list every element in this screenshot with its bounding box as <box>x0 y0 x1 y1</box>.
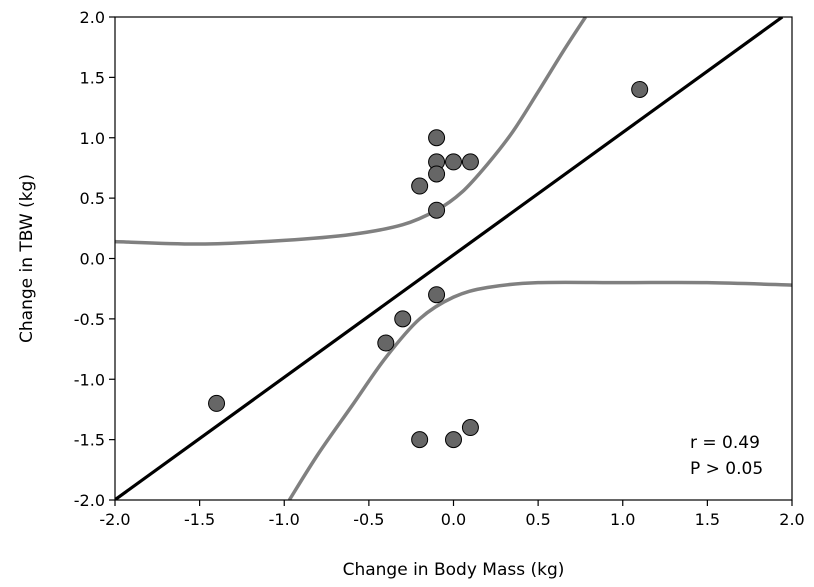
x-tick-label: -1.0 <box>269 510 300 529</box>
regression-line <box>115 17 784 500</box>
data-points-layer <box>208 80 649 449</box>
correlation-annotation: r = 0.49 <box>690 433 760 453</box>
y-tick-label: -1.0 <box>74 370 105 389</box>
data-point <box>461 153 479 171</box>
x-tick-label: -2.0 <box>99 510 130 529</box>
data-point <box>461 419 479 437</box>
data-point <box>445 153 462 171</box>
x-axis-ticks: -2.0 -1.5 -1.0 -0.5 0.0 0.5 1.0 1.5 2.0 <box>99 500 805 529</box>
x-axis-label: Change in Body Mass (kg) <box>343 560 565 580</box>
data-point <box>445 431 462 449</box>
y-tick-label: 0.0 <box>80 250 105 269</box>
y-tick-label: 1.0 <box>80 129 105 148</box>
x-tick-label: -0.5 <box>353 510 384 529</box>
data-point <box>428 201 446 219</box>
data-point <box>428 165 446 183</box>
y-tick-label: -0.5 <box>74 310 105 329</box>
x-tick-label: 1.0 <box>610 510 635 529</box>
data-point <box>411 177 429 195</box>
data-point <box>428 129 446 147</box>
x-tick-label: 0.0 <box>441 510 466 529</box>
y-axis-label: Change in TBW (kg) <box>17 174 37 343</box>
data-point <box>428 286 446 304</box>
data-point <box>377 334 395 352</box>
y-tick-label: -2.0 <box>74 491 105 510</box>
data-point <box>394 310 412 328</box>
x-tick-label: 1.5 <box>695 510 720 529</box>
confidence-band-lower <box>287 280 792 500</box>
x-tick-label: 0.5 <box>525 510 550 529</box>
data-point <box>208 394 226 412</box>
y-tick-label: 0.5 <box>80 189 105 208</box>
data-point <box>631 80 649 98</box>
regression-line-layer <box>115 17 784 500</box>
y-tick-label: 1.5 <box>80 68 105 87</box>
y-tick-label: -1.5 <box>74 431 105 450</box>
x-tick-label: 2.0 <box>779 510 804 529</box>
data-point <box>411 431 429 449</box>
p-value-annotation: P > 0.05 <box>690 459 763 479</box>
y-tick-label: 2.0 <box>80 8 105 27</box>
x-tick-label: -1.5 <box>184 510 215 529</box>
y-axis-ticks: 2.0 1.5 1.0 0.5 0.0 -0.5 -1.0 -1.5 -2.0 <box>74 8 115 510</box>
